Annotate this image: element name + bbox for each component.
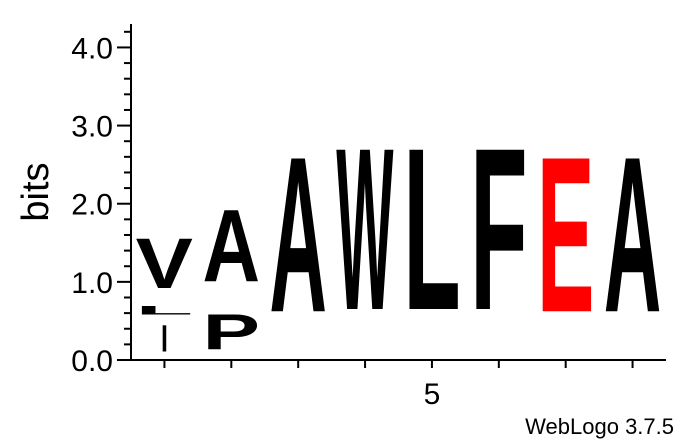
logo-letter-a: A [203, 188, 261, 303]
y-tick-label: 0.0 [71, 345, 113, 378]
y-tick-label: 3.0 [71, 111, 113, 144]
logo-letter-i: I [161, 317, 168, 360]
logo-letter-e: E [537, 111, 595, 359]
y-axis-label: bits [15, 162, 57, 221]
logo-letter-v: V [136, 223, 193, 304]
y-ticks: 0.0 1.0 2.0 3.0 4.0 [71, 30, 131, 378]
x-tick-label: 5 [424, 378, 441, 411]
logo-letter-p: P [203, 303, 261, 359]
y-tick-label: 2.0 [71, 189, 113, 222]
logo-letter-a: A [269, 112, 327, 360]
axes [130, 24, 666, 361]
logo-letter-a: A [604, 112, 662, 360]
y-tick-label: 1.0 [71, 267, 113, 300]
logo-letter-w: W [336, 100, 393, 359]
logo-letter-l: L [136, 304, 194, 317]
weblogo-credit: WebLogo 3.7.5 [525, 414, 674, 439]
y-tick-label: 4.0 [71, 32, 113, 65]
logo-letter-f: F [470, 101, 528, 359]
x-ticks: 5 [163, 360, 634, 411]
logo-letter-l: L [403, 101, 461, 359]
